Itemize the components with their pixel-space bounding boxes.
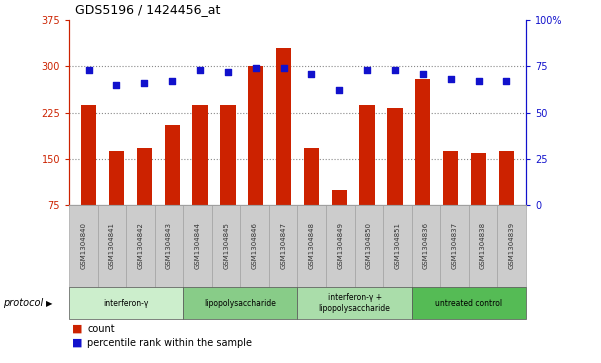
- Text: ▶: ▶: [46, 299, 52, 307]
- Bar: [109, 151, 124, 251]
- Text: GSM1304839: GSM1304839: [508, 223, 514, 269]
- Text: GSM1304843: GSM1304843: [166, 223, 172, 269]
- Text: interferon-γ: interferon-γ: [103, 299, 149, 307]
- Text: GSM1304844: GSM1304844: [195, 223, 201, 269]
- Bar: [332, 189, 347, 251]
- Text: GSM1304841: GSM1304841: [109, 223, 115, 269]
- Text: GSM1304838: GSM1304838: [480, 223, 486, 269]
- Text: lipopolysaccharide: lipopolysaccharide: [204, 299, 276, 307]
- Bar: [359, 105, 375, 251]
- Bar: [387, 108, 403, 251]
- Point: [112, 82, 121, 87]
- Bar: [415, 78, 430, 251]
- Point: [474, 78, 483, 84]
- Text: GSM1304848: GSM1304848: [309, 223, 315, 269]
- Text: count: count: [87, 323, 115, 334]
- Point: [335, 87, 344, 93]
- Point: [251, 65, 260, 71]
- Bar: [248, 66, 263, 251]
- Text: GSM1304845: GSM1304845: [223, 223, 229, 269]
- Point: [307, 71, 316, 77]
- Text: protocol: protocol: [3, 298, 43, 308]
- Point: [362, 67, 372, 73]
- Text: ■: ■: [72, 338, 82, 348]
- Bar: [81, 105, 96, 251]
- Bar: [443, 151, 459, 251]
- Point: [446, 76, 456, 82]
- Text: GSM1304842: GSM1304842: [138, 223, 144, 269]
- Point: [390, 67, 400, 73]
- Bar: [304, 148, 319, 251]
- Point: [84, 67, 93, 73]
- Text: GSM1304850: GSM1304850: [366, 223, 372, 269]
- Text: GSM1304846: GSM1304846: [252, 223, 258, 269]
- Bar: [165, 125, 180, 251]
- Point: [418, 71, 428, 77]
- Text: GSM1304847: GSM1304847: [280, 223, 286, 269]
- Text: ■: ■: [72, 323, 82, 334]
- Point: [139, 80, 149, 86]
- Text: GSM1304836: GSM1304836: [423, 223, 429, 269]
- Point: [502, 78, 511, 84]
- Text: untreated control: untreated control: [435, 299, 502, 307]
- Bar: [471, 152, 486, 251]
- Bar: [499, 151, 514, 251]
- Point: [279, 65, 288, 71]
- Bar: [276, 48, 291, 251]
- Text: GDS5196 / 1424456_at: GDS5196 / 1424456_at: [75, 3, 221, 16]
- Bar: [192, 105, 208, 251]
- Point: [195, 67, 205, 73]
- Bar: [220, 105, 236, 251]
- Text: GSM1304840: GSM1304840: [81, 223, 87, 269]
- Text: percentile rank within the sample: percentile rank within the sample: [87, 338, 252, 348]
- Text: interferon-γ +
lipopolysaccharide: interferon-γ + lipopolysaccharide: [319, 293, 391, 313]
- Bar: [136, 148, 152, 251]
- Text: GSM1304851: GSM1304851: [394, 223, 400, 269]
- Text: GSM1304837: GSM1304837: [451, 223, 457, 269]
- Point: [223, 69, 233, 75]
- Point: [167, 78, 177, 84]
- Text: GSM1304849: GSM1304849: [337, 223, 343, 269]
